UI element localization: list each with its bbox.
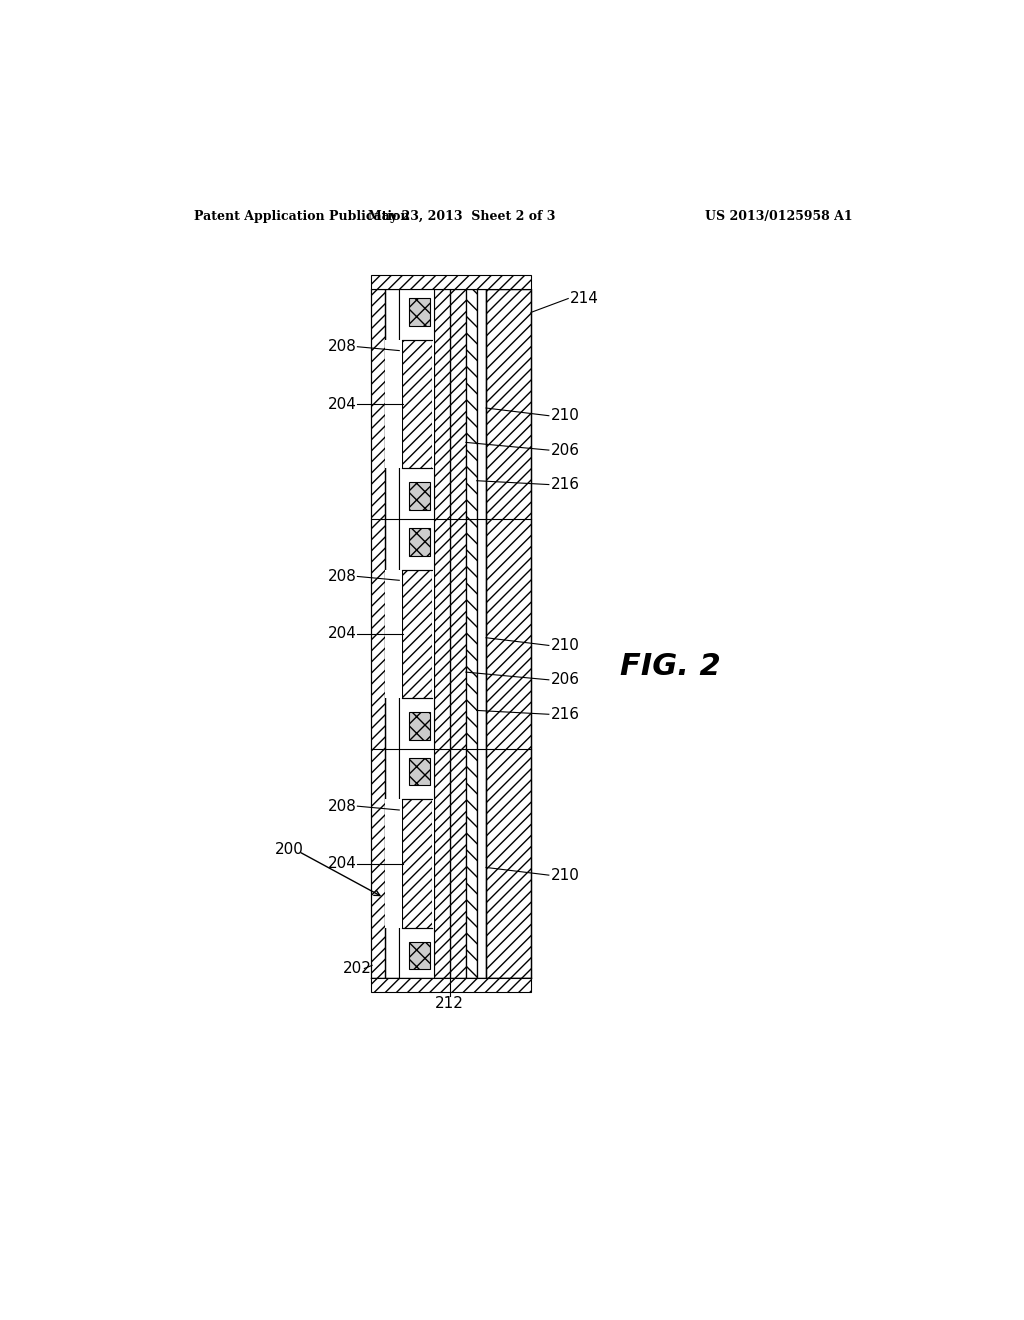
Bar bbox=[434, 289, 450, 978]
Bar bbox=[432, 339, 434, 469]
Text: 206: 206 bbox=[550, 442, 580, 458]
Text: 200: 200 bbox=[274, 842, 304, 857]
Bar bbox=[410, 941, 430, 969]
Text: 212: 212 bbox=[435, 997, 464, 1011]
Text: 204: 204 bbox=[328, 627, 356, 642]
Bar bbox=[401, 339, 432, 469]
Bar bbox=[410, 298, 430, 326]
Bar bbox=[432, 569, 434, 698]
Bar bbox=[371, 978, 531, 993]
Bar bbox=[401, 569, 432, 698]
Bar bbox=[410, 711, 430, 739]
Bar bbox=[385, 339, 401, 469]
Text: 202: 202 bbox=[343, 961, 372, 975]
Bar bbox=[486, 289, 531, 978]
Bar bbox=[410, 482, 430, 510]
Bar bbox=[371, 276, 531, 289]
Text: FIG. 2: FIG. 2 bbox=[621, 652, 721, 681]
Bar bbox=[385, 800, 401, 928]
Bar bbox=[371, 289, 385, 978]
Text: 210: 210 bbox=[550, 638, 580, 653]
Bar bbox=[399, 748, 434, 978]
Text: 206: 206 bbox=[550, 672, 580, 688]
Text: 210: 210 bbox=[550, 867, 580, 883]
Text: 204: 204 bbox=[328, 396, 356, 412]
Text: 208: 208 bbox=[328, 799, 356, 813]
Bar bbox=[466, 289, 477, 978]
Bar bbox=[385, 289, 399, 978]
Text: Patent Application Publication: Patent Application Publication bbox=[194, 210, 410, 223]
Text: 210: 210 bbox=[550, 408, 580, 424]
Text: 204: 204 bbox=[328, 857, 356, 871]
Bar bbox=[410, 758, 430, 785]
Bar bbox=[410, 528, 430, 556]
Bar bbox=[450, 289, 466, 978]
Bar bbox=[399, 289, 434, 519]
Bar bbox=[385, 569, 401, 698]
Text: 214: 214 bbox=[569, 290, 599, 306]
Bar bbox=[399, 519, 434, 748]
Text: 216: 216 bbox=[550, 477, 580, 492]
Bar bbox=[401, 800, 432, 928]
Bar bbox=[477, 289, 486, 978]
Text: US 2013/0125958 A1: US 2013/0125958 A1 bbox=[706, 210, 853, 223]
Text: 208: 208 bbox=[328, 569, 356, 583]
Text: May 23, 2013  Sheet 2 of 3: May 23, 2013 Sheet 2 of 3 bbox=[368, 210, 555, 223]
Bar bbox=[432, 800, 434, 928]
Text: 216: 216 bbox=[550, 706, 580, 722]
Text: 208: 208 bbox=[328, 339, 356, 354]
